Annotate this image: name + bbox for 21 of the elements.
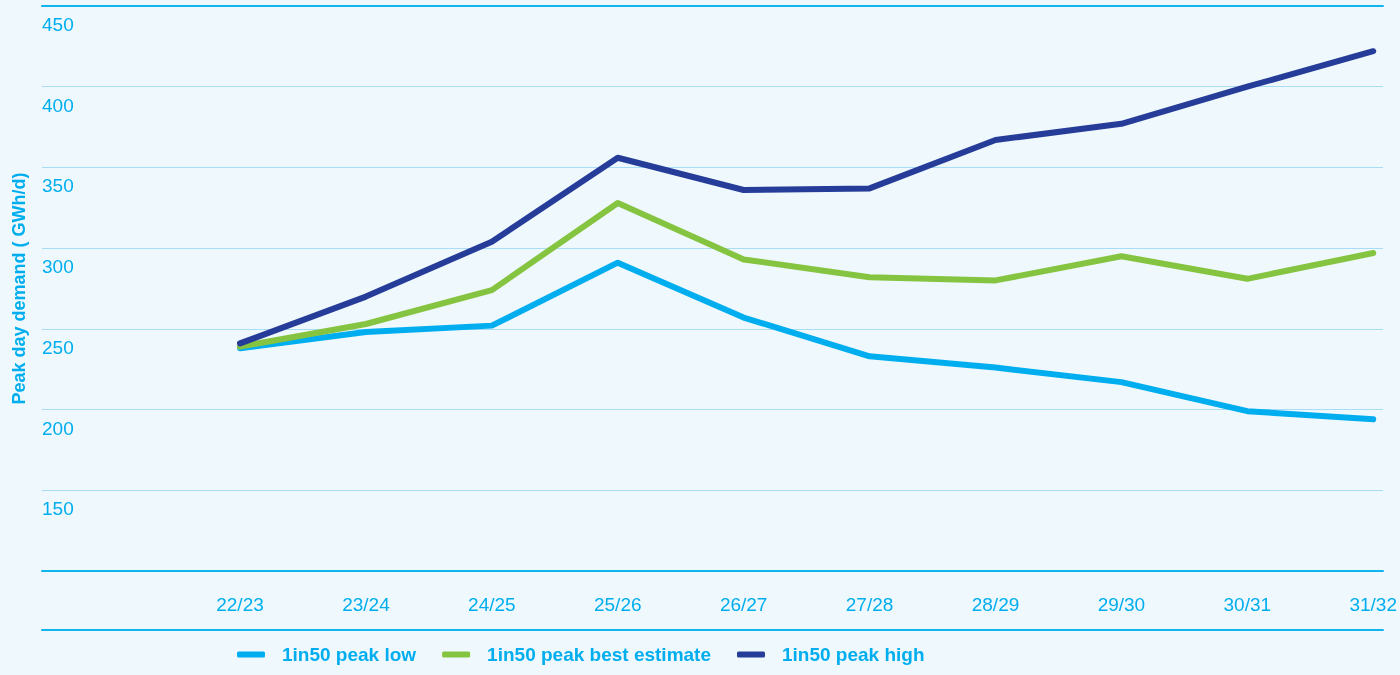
y-tick-label: 300 <box>42 256 74 278</box>
y-tick-label: 450 <box>42 14 74 35</box>
legend-label: 1in50 peak high <box>782 644 925 665</box>
x-tick-label: 31/32 <box>1349 594 1397 615</box>
x-tick-label: 24/25 <box>468 594 516 615</box>
x-tick-label: 29/30 <box>1097 594 1146 615</box>
legend-label: 1in50 peak low <box>282 644 417 665</box>
x-tick-label: 25/26 <box>593 594 642 615</box>
x-tick-label: 27/28 <box>845 594 894 615</box>
y-tick-label: 150 <box>42 498 74 520</box>
y-axis-title: Peak day demand ( GWh/d) <box>9 172 29 405</box>
x-tick-label: 22/23 <box>216 594 264 615</box>
x-tick-label: 26/27 <box>719 594 768 615</box>
y-tick-label: 400 <box>42 94 74 116</box>
x-tick-label: 28/29 <box>971 594 1020 615</box>
legend-label: 1in50 peak best estimate <box>487 644 711 665</box>
x-tick-label: 30/31 <box>1223 594 1272 615</box>
y-tick-label: 350 <box>42 175 74 197</box>
x-tick-label: 23/24 <box>342 594 391 615</box>
y-tick-label: 200 <box>42 417 74 439</box>
y-tick-label: 250 <box>42 336 74 358</box>
